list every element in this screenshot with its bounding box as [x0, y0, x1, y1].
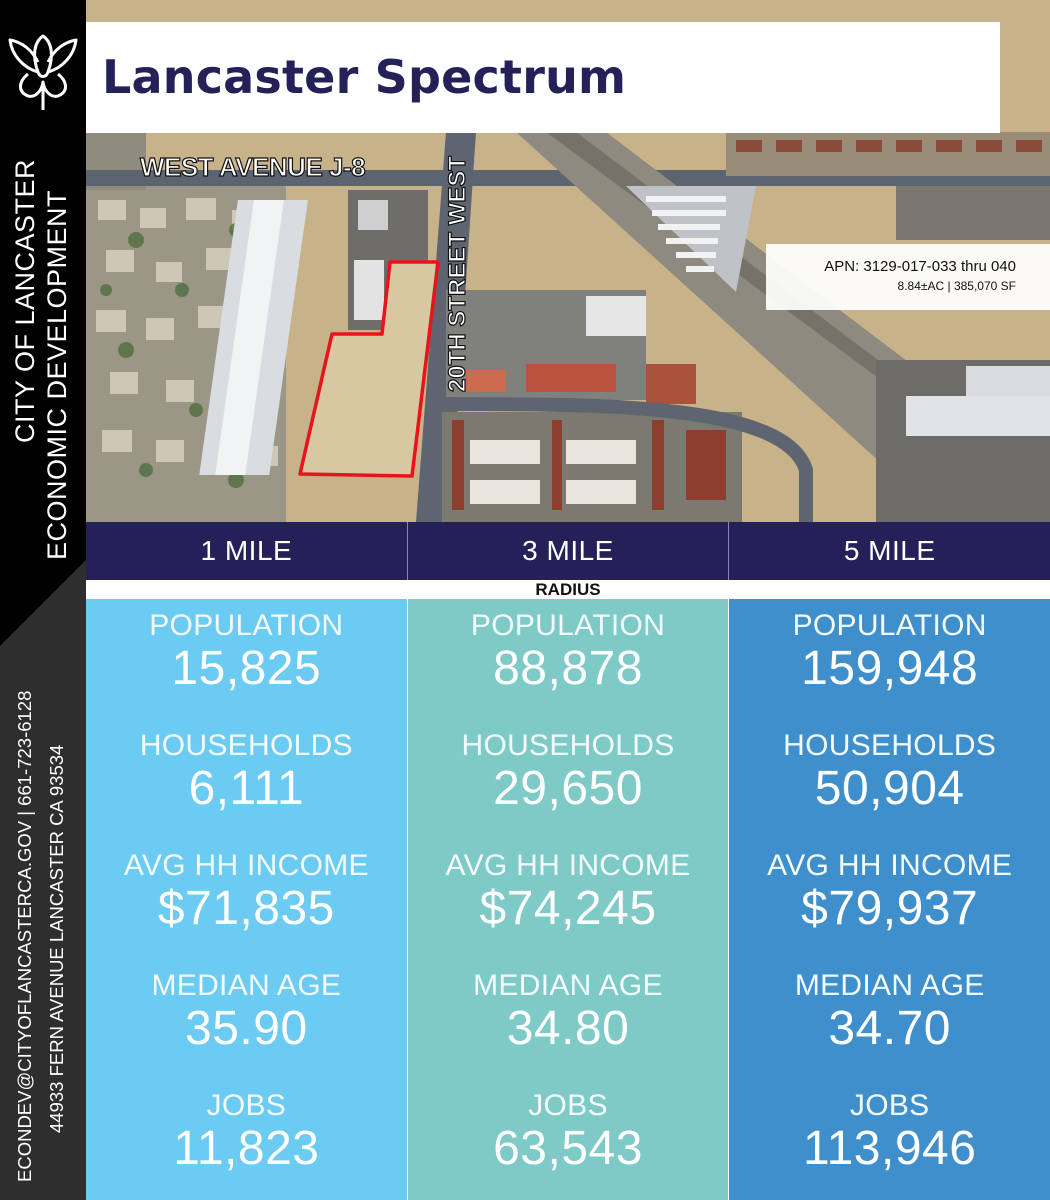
sidebar-corner-cut	[0, 560, 86, 646]
street-label-20th-west: 20TH STREET WEST	[443, 155, 471, 392]
stat-population: POPULATION 88,878	[408, 599, 729, 719]
stat-value: 88,878	[493, 642, 643, 695]
stat-label: AVG HH INCOME	[123, 849, 369, 882]
stat-value: 29,650	[493, 762, 643, 815]
stats-column-5-mile: POPULATION 159,948 HOUSEHOLDS 50,904 AVG…	[729, 599, 1050, 1200]
stat-jobs: JOBS 63,543	[408, 1079, 729, 1199]
stat-label: JOBS	[849, 1089, 930, 1122]
stat-value: 34.80	[506, 1002, 630, 1055]
stat-median-age: MEDIAN AGE 34.70	[729, 959, 1050, 1079]
stat-label: JOBS	[528, 1089, 608, 1122]
stat-label: HOUSEHOLDS	[139, 729, 353, 762]
stat-population: POPULATION 159,948	[729, 599, 1050, 719]
stat-households: HOUSEHOLDS 50,904	[729, 719, 1050, 839]
radius-label-bar: RADIUS	[86, 580, 1050, 599]
contact-line[interactable]: ECONDEV@CITYOFLANCASTERCA.GOV | 661-723-…	[14, 690, 35, 1182]
radius-3-mile: 3 MILE	[408, 522, 730, 580]
stat-label: POPULATION	[149, 609, 344, 642]
stat-label: JOBS	[206, 1089, 287, 1122]
stat-jobs: JOBS 113,946	[729, 1079, 1050, 1199]
stat-income: AVG HH INCOME $71,835	[86, 839, 407, 959]
stat-value: $74,245	[479, 882, 657, 935]
radius-header: 1 MILE 3 MILE 5 MILE	[86, 522, 1050, 580]
stat-income: AVG HH INCOME $74,245	[408, 839, 729, 959]
stat-label: AVG HH INCOME	[445, 849, 691, 882]
stat-value: $71,835	[157, 882, 335, 935]
stat-label: MEDIAN AGE	[794, 969, 985, 1002]
street-label-avenue-j8: WEST AVENUE J-8	[139, 151, 366, 182]
stat-label: HOUSEHOLDS	[783, 729, 997, 762]
stat-median-age: MEDIAN AGE 35.90	[86, 959, 407, 1079]
stat-label: POPULATION	[792, 609, 987, 642]
radius-1-mile: 1 MILE	[86, 522, 408, 580]
stat-value: $79,937	[801, 882, 979, 935]
stat-label: MEDIAN AGE	[473, 969, 663, 1002]
sidebar-contact-panel: ECONDEV@CITYOFLANCASTERCA.GOV | 661-723-…	[0, 560, 86, 1200]
parcel-outline	[298, 260, 440, 478]
stat-label: MEDIAN AGE	[151, 969, 342, 1002]
stat-income: AVG HH INCOME $79,937	[729, 839, 1050, 959]
apn-acreage: 8.84±AC | 385,070 SF	[897, 279, 1016, 293]
demographics-table: POPULATION 15,825 HOUSEHOLDS 6,111 AVG H…	[86, 599, 1050, 1200]
title-box: Lancaster Spectrum	[86, 22, 1000, 133]
stat-value: 159,948	[801, 642, 979, 695]
stat-jobs: JOBS 11,823	[86, 1079, 407, 1199]
stat-value: 50,904	[814, 762, 965, 815]
stat-value: 113,946	[802, 1122, 977, 1175]
address-line: 44933 FERN AVENUE LANCASTER CA 93534	[46, 744, 67, 1133]
stat-value: 11,823	[173, 1122, 320, 1175]
org-name: CITY OF LANCASTER	[10, 158, 40, 443]
stats-column-3-mile: POPULATION 88,878 HOUSEHOLDS 29,650 AVG …	[406, 599, 730, 1200]
apn-info-box: APN: 3129-017-033 thru 040 8.84±AC | 385…	[766, 244, 1050, 310]
stat-value: 6,111	[188, 762, 305, 815]
stat-population: POPULATION 15,825	[86, 599, 407, 719]
stat-households: HOUSEHOLDS 6,111	[86, 719, 407, 839]
poppy-logo-icon	[8, 34, 78, 110]
stat-median-age: MEDIAN AGE 34.80	[408, 959, 729, 1079]
stat-label: POPULATION	[470, 609, 666, 642]
stat-label: AVG HH INCOME	[767, 849, 1013, 882]
stat-value: 34.70	[828, 1002, 951, 1055]
radius-label: RADIUS	[535, 580, 601, 599]
stat-label: HOUSEHOLDS	[461, 729, 675, 762]
stat-value: 35.90	[185, 1002, 308, 1055]
radius-5-mile: 5 MILE	[843, 535, 936, 566]
page-title: Lancaster Spectrum	[102, 50, 627, 104]
stats-column-1-mile: POPULATION 15,825 HOUSEHOLDS 6,111 AVG H…	[86, 599, 407, 1200]
stat-value: 63,543	[493, 1122, 643, 1175]
stat-value: 15,825	[171, 642, 322, 695]
org-department: ECONOMIC DEVELOPMENT	[42, 189, 72, 560]
apn-number: APN: 3129-017-033 thru 040	[824, 258, 1016, 275]
stat-households: HOUSEHOLDS 29,650	[408, 719, 729, 839]
